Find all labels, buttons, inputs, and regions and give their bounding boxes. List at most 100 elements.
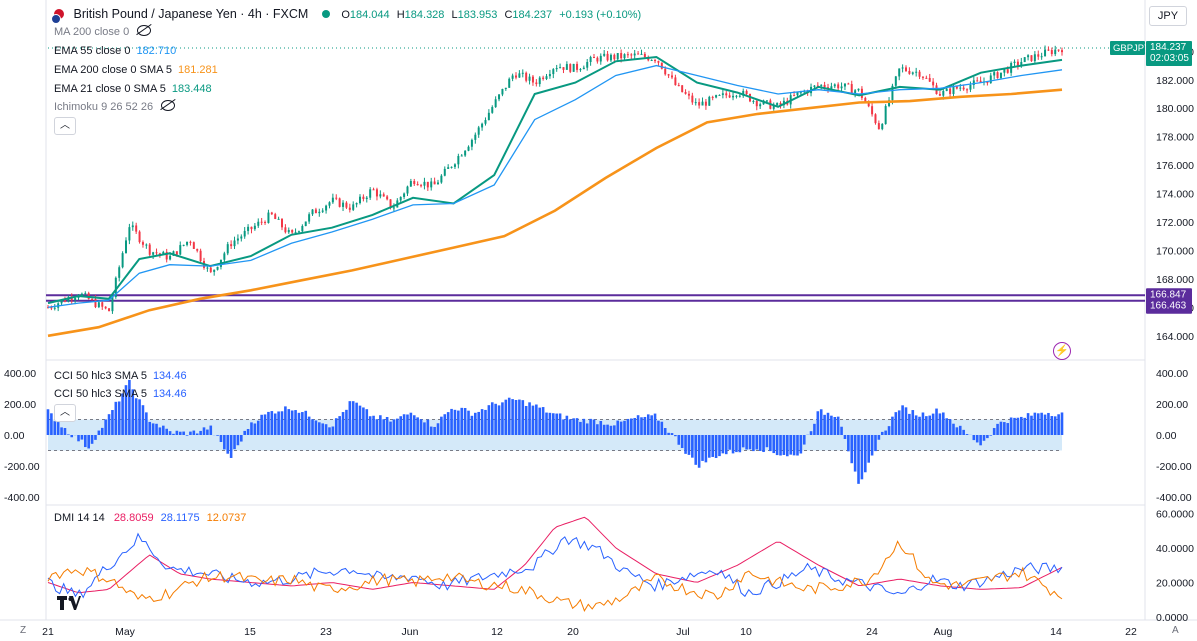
candle-body: [752, 100, 755, 102]
candle-body: [674, 77, 677, 86]
candle-body: [447, 167, 450, 169]
dmi-line: [47, 516, 1063, 594]
candle-body: [216, 266, 219, 270]
lightning-icon[interactable]: ⚡: [1053, 342, 1071, 360]
candle-body: [518, 73, 521, 78]
legend-cci-1[interactable]: CCI 50 hlc3 SMA 5 134.46: [54, 370, 187, 382]
candle-body: [84, 293, 87, 295]
candle-body: [379, 194, 382, 197]
candle-body: [199, 250, 202, 262]
candle-body: [745, 90, 748, 95]
candle-body: [799, 92, 802, 94]
candle-body: [498, 94, 501, 100]
legend-ma200[interactable]: MA 200 close 0: [54, 25, 152, 39]
price-tick-label: 172.000: [1156, 217, 1194, 229]
dmi-line: [47, 540, 1063, 612]
candle-body: [901, 67, 904, 69]
open-value: 184.044: [349, 9, 390, 21]
time-axis[interactable]: 21 May 15 23 Jun 12 20 Jul 10 24 Aug 14 22: [42, 626, 1137, 638]
collapse-cci-button[interactable]: ︿: [54, 404, 76, 422]
candle-body: [620, 53, 623, 59]
legend-ema55[interactable]: EMA 55 close 0 182.710: [54, 45, 177, 57]
candle-body: [1003, 69, 1006, 73]
candle-body: [579, 69, 582, 71]
candle-body: [972, 80, 975, 86]
candle-body: [467, 146, 470, 151]
legend-ema21[interactable]: EMA 21 close 0 SMA 5 183.448: [54, 83, 212, 95]
symbol-title[interactable]: British Pound / Japanese Yen · 4h · FXCM: [73, 7, 309, 21]
candle-body: [240, 236, 243, 239]
cci-tick-label-left: 0.00: [4, 430, 25, 442]
candle-body: [664, 68, 667, 75]
candle-body: [158, 253, 161, 255]
candle-body: [169, 255, 172, 260]
candle-body: [921, 76, 924, 78]
candle-body: [365, 197, 368, 199]
legend-cci-2[interactable]: CCI 50 hlc3 SMA 5 134.46: [54, 388, 187, 400]
cci-tick-label: 0.00: [1156, 430, 1177, 442]
candle-body: [1037, 54, 1040, 57]
candle-body: [572, 63, 575, 72]
dmi-line: [47, 532, 1063, 599]
candle-body: [141, 242, 144, 245]
legend-ichimoku[interactable]: Ichimoku 9 26 52 26: [54, 100, 176, 114]
candle-body: [301, 226, 304, 232]
eye-slash-icon[interactable]: [137, 25, 152, 36]
candle-body: [179, 245, 182, 255]
tradingview-logo[interactable]: [57, 596, 81, 614]
candle-body: [504, 87, 507, 89]
candle-body: [677, 85, 680, 87]
dmi-tick-label: 40.0000: [1156, 543, 1194, 555]
legend-dmi[interactable]: DMI 14 14 28.8059 28.1175 12.0737: [54, 512, 247, 524]
candle-body: [74, 297, 77, 301]
last-price-badge-text: 184.237: [1150, 42, 1187, 53]
candle-body: [423, 181, 426, 186]
cci-tick-label-left: -200.00: [4, 461, 40, 473]
dmi-tick-label: 0.0000: [1156, 612, 1188, 624]
candle-body: [328, 202, 331, 206]
candle-body: [70, 297, 73, 301]
auto-scale-toggle[interactable]: A: [1172, 625, 1179, 636]
candle-body: [409, 181, 412, 187]
candle-body: [565, 64, 568, 70]
currency-button[interactable]: JPY: [1149, 6, 1187, 26]
collapse-legend-button[interactable]: ︿: [54, 117, 76, 135]
legend-ema200[interactable]: EMA 200 close 0 SMA 5 181.281: [54, 64, 218, 76]
cci-tick-label-left: 200.00: [4, 399, 36, 411]
candle-body: [626, 54, 629, 56]
candle-body: [643, 53, 646, 58]
price-axis[interactable]: 164.000166.000168.000170.000172.000174.0…: [1110, 40, 1194, 624]
candle-body: [369, 189, 372, 198]
candle-body: [440, 175, 443, 183]
candle-body: [470, 139, 473, 147]
candle-body: [637, 53, 640, 55]
ohlc-readout: O184.044 H184.328 L183.953 C184.237 +0.1…: [341, 9, 642, 21]
candle-body: [304, 221, 307, 227]
candle-body: [928, 77, 931, 82]
candle-body: [189, 241, 192, 243]
candle-body: [725, 93, 728, 96]
chevron-up-icon: ︿: [60, 407, 70, 418]
cci-tick-label-left: 400.00: [4, 368, 36, 380]
candle-body: [938, 94, 941, 96]
candle-body: [118, 267, 121, 278]
candle-body: [718, 94, 721, 96]
candle-body: [671, 75, 673, 78]
candle-body: [548, 74, 551, 77]
eye-slash-icon[interactable]: [161, 100, 176, 111]
candle-body: [318, 211, 321, 214]
candle-body: [325, 205, 328, 211]
candle-body: [833, 84, 836, 87]
candle-body: [460, 155, 463, 157]
log-scale-toggle[interactable]: Z: [20, 625, 27, 636]
candle-body: [508, 78, 511, 88]
change-value: +0.193 (+0.10%): [559, 9, 642, 21]
candle-body: [545, 76, 548, 80]
candle-body: [308, 214, 311, 222]
candle-body: [437, 182, 439, 185]
candle-body: [372, 189, 375, 191]
candle-body: [162, 251, 165, 255]
candle-body: [294, 232, 297, 234]
candle-body: [704, 101, 707, 106]
